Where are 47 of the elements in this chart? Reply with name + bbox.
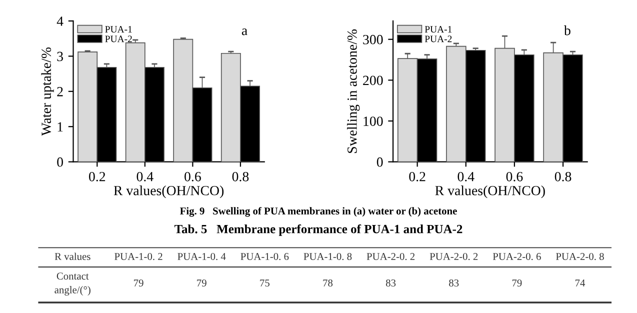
x-tick-label: 0.4 — [136, 172, 154, 182]
x-tick-label: 0.6 — [506, 172, 523, 182]
x-axis-title: R values(OH/NCO) — [435, 186, 545, 198]
text: PUA-2-0. 2 — [430, 252, 478, 260]
x-tick-label: 0.6 — [184, 172, 201, 182]
text: Tab. 5 Membrane performance of PUA-1 and PUA-2 — [174, 224, 462, 236]
text: 78 — [323, 279, 333, 286]
text: 75 — [260, 280, 270, 286]
text: PUA-1-0. 4 — [178, 252, 226, 260]
legend-label: PUA-2 — [105, 36, 132, 42]
text: PUA-1-0. 8 — [304, 252, 352, 260]
y-axis-title: Swelling in acetone/% — [347, 29, 360, 153]
legend-label: PUA-2 — [424, 36, 452, 42]
x-tick-label: 0.4 — [458, 172, 474, 182]
x-tick-label: 0.2 — [88, 172, 106, 182]
y-tick-label: 200 — [363, 76, 383, 86]
y-tick-label: 300 — [363, 34, 383, 44]
text: PUA-2-0. 6 — [492, 252, 541, 260]
y-tick-label: 1 — [58, 122, 63, 132]
x-tick-label: 0.8 — [554, 172, 572, 182]
y-tick-label: 0 — [57, 157, 64, 167]
legend-label: PUA-1 — [105, 26, 132, 33]
annotation: b — [564, 25, 570, 36]
text: 79 — [134, 280, 144, 286]
y-tick-label: 100 — [364, 116, 383, 126]
x-tick-label: 0.8 — [232, 172, 249, 182]
y-tick-label: 2 — [57, 87, 63, 96]
text: Contact angle/(°) — [54, 272, 90, 296]
y-tick-label: 4 — [56, 16, 64, 26]
x-axis-title: R values(OH/NCO) — [114, 186, 224, 198]
y-axis-title: Water uptake/% — [41, 48, 54, 136]
x-tick-label: 0.2 — [409, 172, 426, 182]
text: 79 — [197, 280, 206, 286]
annotation: a — [242, 28, 248, 36]
y-tick-label: 0 — [376, 157, 383, 167]
y-tick-label: 3 — [57, 52, 63, 62]
text: 79 — [512, 280, 522, 286]
legend-label: PUA-1 — [424, 26, 452, 33]
text: 74 — [575, 280, 586, 286]
caption: Fig. 9 Swelling of PUA membranes in (a) water or (b) acetone — [180, 207, 457, 217]
text: PUA-1-0. 6 — [240, 252, 289, 260]
text: PUA-2-0. 8 — [556, 252, 604, 260]
text: PUA-2-0. 2 — [366, 252, 415, 260]
text: 83 — [449, 279, 459, 286]
text: PUA-1-0. 2 — [114, 252, 162, 260]
text: R values — [54, 252, 90, 260]
text: 83 — [386, 279, 396, 286]
